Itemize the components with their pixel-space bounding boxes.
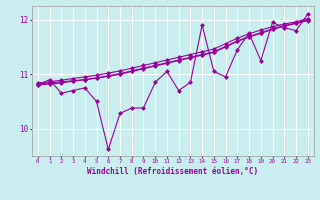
X-axis label: Windchill (Refroidissement éolien,°C): Windchill (Refroidissement éolien,°C)	[87, 167, 258, 176]
